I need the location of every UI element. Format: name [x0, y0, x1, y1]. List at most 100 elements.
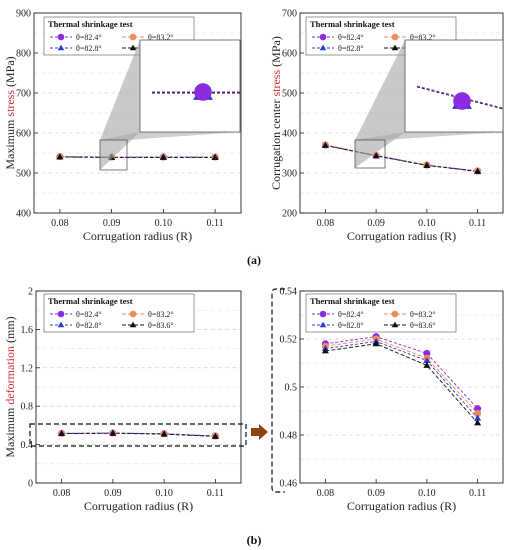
y-axis-label: Maximum stress (MPa) [3, 56, 17, 169]
series-line [325, 343, 478, 424]
legend-entry: θ=83.2° [410, 33, 436, 42]
data-point [211, 153, 219, 160]
y-tick-label: 300 [282, 169, 297, 180]
legend-entry: θ=82.4° [76, 310, 102, 319]
legend-marker [319, 33, 327, 41]
legend-title: Thermal shrinkage test [48, 296, 133, 306]
data-point [109, 429, 117, 436]
series-line [325, 336, 478, 409]
y-axis-label: Maximum deformation (mm) [3, 316, 17, 457]
legend-title: Thermal shrinkage test [310, 296, 395, 306]
data-point [56, 153, 64, 160]
legend-marker [129, 321, 137, 328]
x-tick-label: 0.10 [418, 488, 436, 499]
legend-marker [319, 310, 327, 318]
legend-marker [391, 310, 399, 318]
data-point [474, 419, 482, 426]
y-axis-label-highlight: stress [3, 90, 17, 117]
data-point [474, 414, 482, 421]
y-tick-label: 0 [28, 479, 33, 490]
data-point [372, 340, 380, 347]
x-tick-label: 0.11 [469, 488, 486, 499]
legend-entry: θ=83.2° [148, 310, 174, 319]
x-tick-label: 0.11 [207, 488, 224, 499]
x-tick-label: 0.10 [155, 488, 173, 499]
series-line [325, 144, 478, 172]
legend-entry: θ=82.4° [338, 310, 364, 319]
chart-b-left: 0 0.4 0.8 1.2 1.6 2 0.08 0.09 0.10 0.11 Corrugatio… [3, 287, 242, 513]
x-tick-label: 0.10 [155, 218, 173, 229]
legend-marker [319, 44, 327, 51]
legend-entry: θ=82.8° [76, 321, 102, 330]
zoom-inset [99, 39, 241, 171]
y-tick-label: 500 [16, 169, 31, 180]
legend-marker [57, 321, 65, 328]
plot-frame [33, 12, 242, 214]
series-line [325, 144, 478, 172]
legend-marker [391, 321, 399, 328]
zoom-magnified-box [139, 39, 241, 133]
legend-marker [57, 310, 65, 318]
zoom-marker [194, 83, 212, 101]
y-axis-label-highlight: stress [269, 70, 283, 97]
legend-entry: θ=83.2° [410, 310, 436, 319]
x-tick-label: 0.08 [317, 218, 335, 229]
y-axis-label-part: (MPa) [269, 36, 283, 70]
legend: Thermal shrinkage test θ=82.4° θ=83.2° θ=82… [43, 293, 195, 333]
zoom-region-box [29, 423, 247, 447]
legend-entry: θ=83.6° [410, 321, 436, 330]
series-line [325, 144, 478, 172]
zoom-inset [354, 39, 504, 169]
zoom-highlight [29, 288, 285, 493]
data-point [321, 347, 329, 354]
y-axis-label-highlight: deformation [3, 346, 17, 405]
zoom-marker [453, 92, 471, 110]
y-tick-label: 400 [282, 129, 297, 140]
legend-title: Thermal shrinkage test [310, 19, 395, 29]
y-tick-label: 0.48 [280, 431, 298, 442]
legend-title: Thermal shrinkage test [48, 19, 133, 29]
data-point [58, 429, 66, 436]
panel-label-a: (a) [247, 253, 261, 267]
y-tick-label: 0.54 [280, 287, 298, 298]
data-point [211, 432, 219, 439]
legend-marker [391, 33, 399, 41]
y-tick-label: 200 [282, 209, 297, 220]
y-axis-label: Corrugation center stress (MPa) [269, 36, 283, 190]
arrow-icon [251, 424, 268, 440]
y-tick-label: 500 [282, 89, 297, 100]
x-tick-label: 0.10 [418, 218, 436, 229]
y-tick-label: 0.8 [21, 402, 34, 413]
y-tick-label: 700 [16, 89, 31, 100]
y-tick-label: 0.52 [280, 335, 298, 346]
chart-a-left: 400 500 600 700 800 900 0.08 0.09 0.10 0.11 Corrug… [3, 9, 242, 243]
y-tick-label: 0.46 [280, 479, 298, 490]
data-point [372, 152, 380, 159]
legend-marker [391, 44, 399, 51]
legend-entry: θ=82.8° [338, 44, 364, 53]
chart-b-right: 0.46 0.48 0.5 0.52 0.54 0.08 0.09 0.10 0.11 Corru… [280, 287, 504, 513]
y-tick-label: 2 [28, 287, 33, 298]
legend: Thermal shrinkage test θ=82.4° θ=83.2° θ=82… [305, 293, 457, 333]
legend-entry: θ=83.2° [148, 33, 174, 42]
legend-entry: θ=83.6° [148, 321, 174, 330]
zoom-source-box [354, 139, 386, 169]
x-axis-label: Corrugation radius (R) [347, 499, 456, 513]
legend-entry: θ=82.4° [338, 33, 364, 42]
legend-marker [129, 33, 137, 41]
y-tick-label: 400 [16, 209, 31, 220]
x-axis-label: Corrugation radius (R) [347, 229, 456, 243]
y-tick-label: 0.4 [21, 440, 34, 451]
series-line [61, 432, 216, 437]
series-line [325, 338, 478, 414]
y-tick-label: 600 [282, 49, 297, 60]
plot-frame [35, 290, 242, 484]
y-axis-label-part: (MPa) [3, 56, 17, 90]
zoom-source-box [99, 139, 128, 171]
y-tick-label: 900 [16, 9, 31, 20]
x-tick-label: 0.08 [51, 218, 69, 229]
data-point [321, 141, 329, 148]
zoom-magnified-box [404, 39, 504, 133]
y-tick-label: 800 [16, 49, 31, 60]
